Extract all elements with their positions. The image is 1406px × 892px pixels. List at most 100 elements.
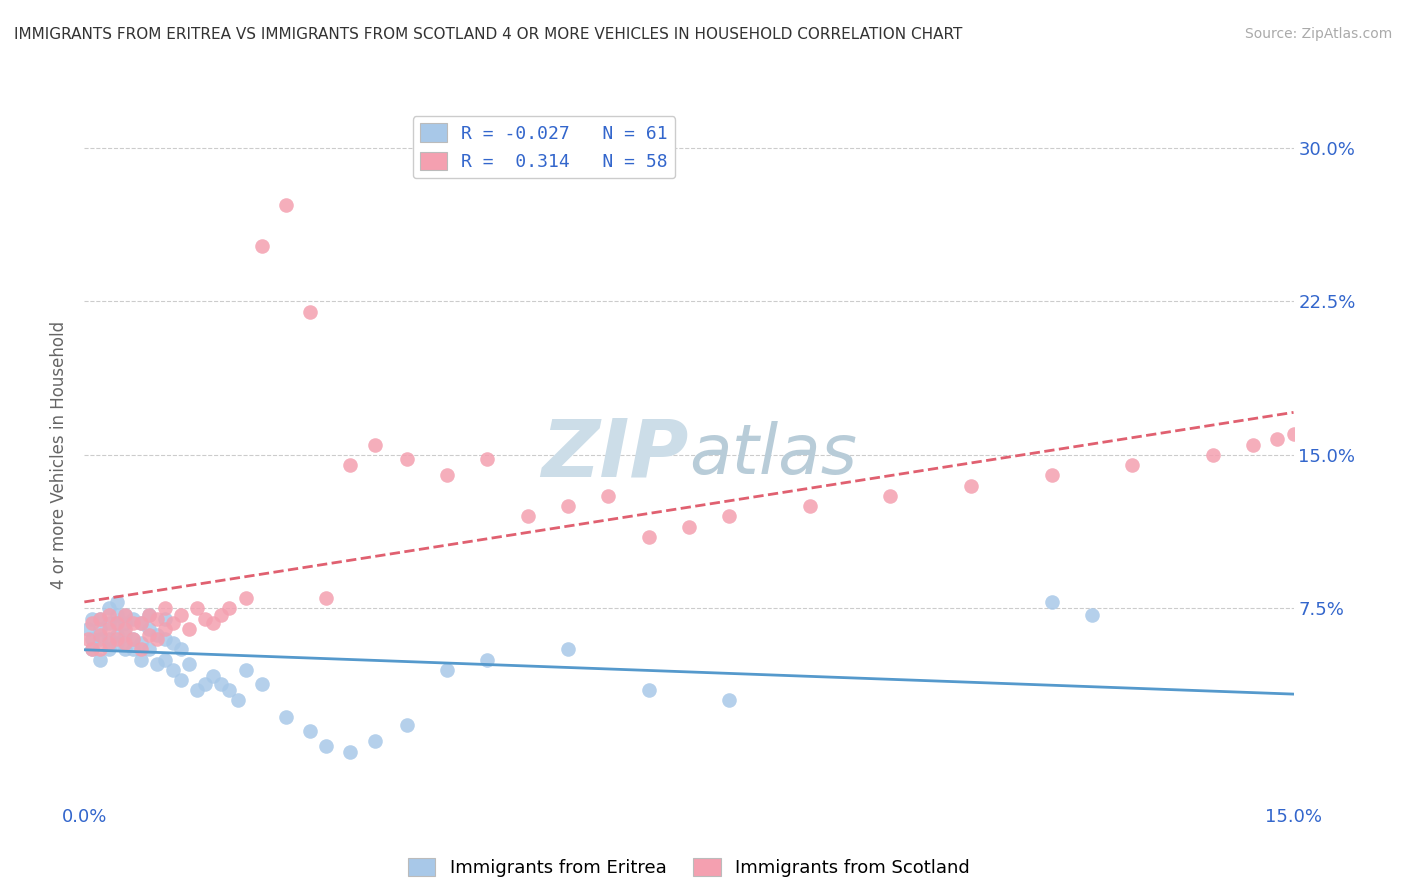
Point — [129, 642, 152, 657]
Text: IMMIGRANTS FROM ERITREA VS IMMIGRANTS FROM SCOTLAND 4 OR MORE VEHICLES IN HOUSEH: IMMIGRANTS FROM ERITREA VS IMMIGRANTS FR… — [14, 27, 963, 42]
Point — [138, 628, 160, 642]
Point — [477, 452, 499, 467]
Point — [299, 304, 322, 318]
Point — [202, 615, 225, 630]
Point — [598, 489, 620, 503]
Point — [153, 601, 176, 615]
Point — [89, 642, 111, 657]
Point — [186, 601, 208, 615]
Legend: Immigrants from Eritrea, Immigrants from Scotland: Immigrants from Eritrea, Immigrants from… — [401, 850, 977, 884]
Point — [395, 452, 418, 467]
Point — [97, 615, 120, 630]
Point — [250, 239, 273, 253]
Point — [799, 499, 821, 513]
Point — [395, 718, 418, 732]
Point — [516, 509, 538, 524]
Point — [1202, 448, 1225, 462]
Point — [114, 607, 136, 622]
Point — [1241, 438, 1264, 452]
Point — [138, 607, 160, 622]
Point — [339, 458, 361, 472]
Point — [179, 657, 201, 671]
Point — [235, 591, 257, 606]
Point — [1121, 458, 1143, 472]
Point — [235, 663, 257, 677]
Point — [718, 693, 741, 707]
Point — [121, 632, 143, 646]
Point — [114, 607, 136, 622]
Point — [97, 636, 120, 650]
Point — [82, 632, 104, 646]
Point — [114, 642, 136, 657]
Point — [315, 591, 337, 606]
Point — [97, 642, 120, 657]
Point — [77, 632, 100, 646]
Point — [170, 673, 193, 687]
Point — [105, 607, 128, 622]
Text: atlas: atlas — [689, 421, 856, 489]
Point — [153, 622, 176, 636]
Point — [226, 693, 249, 707]
Point — [146, 612, 169, 626]
Point — [89, 632, 111, 646]
Point — [129, 615, 152, 630]
Point — [89, 622, 111, 636]
Point — [82, 642, 104, 657]
Point — [202, 669, 225, 683]
Point — [274, 710, 297, 724]
Point — [105, 636, 128, 650]
Point — [194, 677, 217, 691]
Point — [170, 607, 193, 622]
Point — [179, 622, 201, 636]
Point — [170, 642, 193, 657]
Point — [129, 636, 152, 650]
Point — [82, 642, 104, 657]
Point — [105, 628, 128, 642]
Point — [274, 198, 297, 212]
Point — [436, 468, 458, 483]
Point — [1298, 427, 1320, 442]
Point — [77, 622, 100, 636]
Point — [209, 677, 232, 691]
Point — [557, 642, 579, 657]
Point — [105, 615, 128, 630]
Point — [477, 652, 499, 666]
Point — [315, 739, 337, 753]
Point — [97, 601, 120, 615]
Point — [1081, 607, 1104, 622]
Point — [114, 622, 136, 636]
Point — [218, 683, 240, 698]
Point — [718, 509, 741, 524]
Point — [121, 612, 143, 626]
Point — [129, 652, 152, 666]
Point — [162, 663, 184, 677]
Point — [960, 478, 983, 492]
Point — [1267, 432, 1289, 446]
Point — [194, 612, 217, 626]
Text: Source: ZipAtlas.com: Source: ZipAtlas.com — [1244, 27, 1392, 41]
Point — [121, 642, 143, 657]
Point — [339, 745, 361, 759]
Point — [153, 612, 176, 626]
Point — [146, 632, 169, 646]
Point — [363, 734, 385, 748]
Point — [89, 628, 111, 642]
Point — [162, 615, 184, 630]
Point — [1282, 427, 1305, 442]
Point — [105, 615, 128, 630]
Point — [89, 612, 111, 626]
Point — [138, 607, 160, 622]
Point — [114, 628, 136, 642]
Point — [121, 632, 143, 646]
Point — [146, 657, 169, 671]
Point — [186, 683, 208, 698]
Point — [97, 622, 120, 636]
Point — [218, 601, 240, 615]
Point — [97, 607, 120, 622]
Text: ZIP: ZIP — [541, 416, 689, 494]
Point — [299, 724, 322, 739]
Point — [637, 530, 659, 544]
Point — [97, 632, 120, 646]
Y-axis label: 4 or more Vehicles in Household: 4 or more Vehicles in Household — [51, 321, 69, 589]
Point — [637, 683, 659, 698]
